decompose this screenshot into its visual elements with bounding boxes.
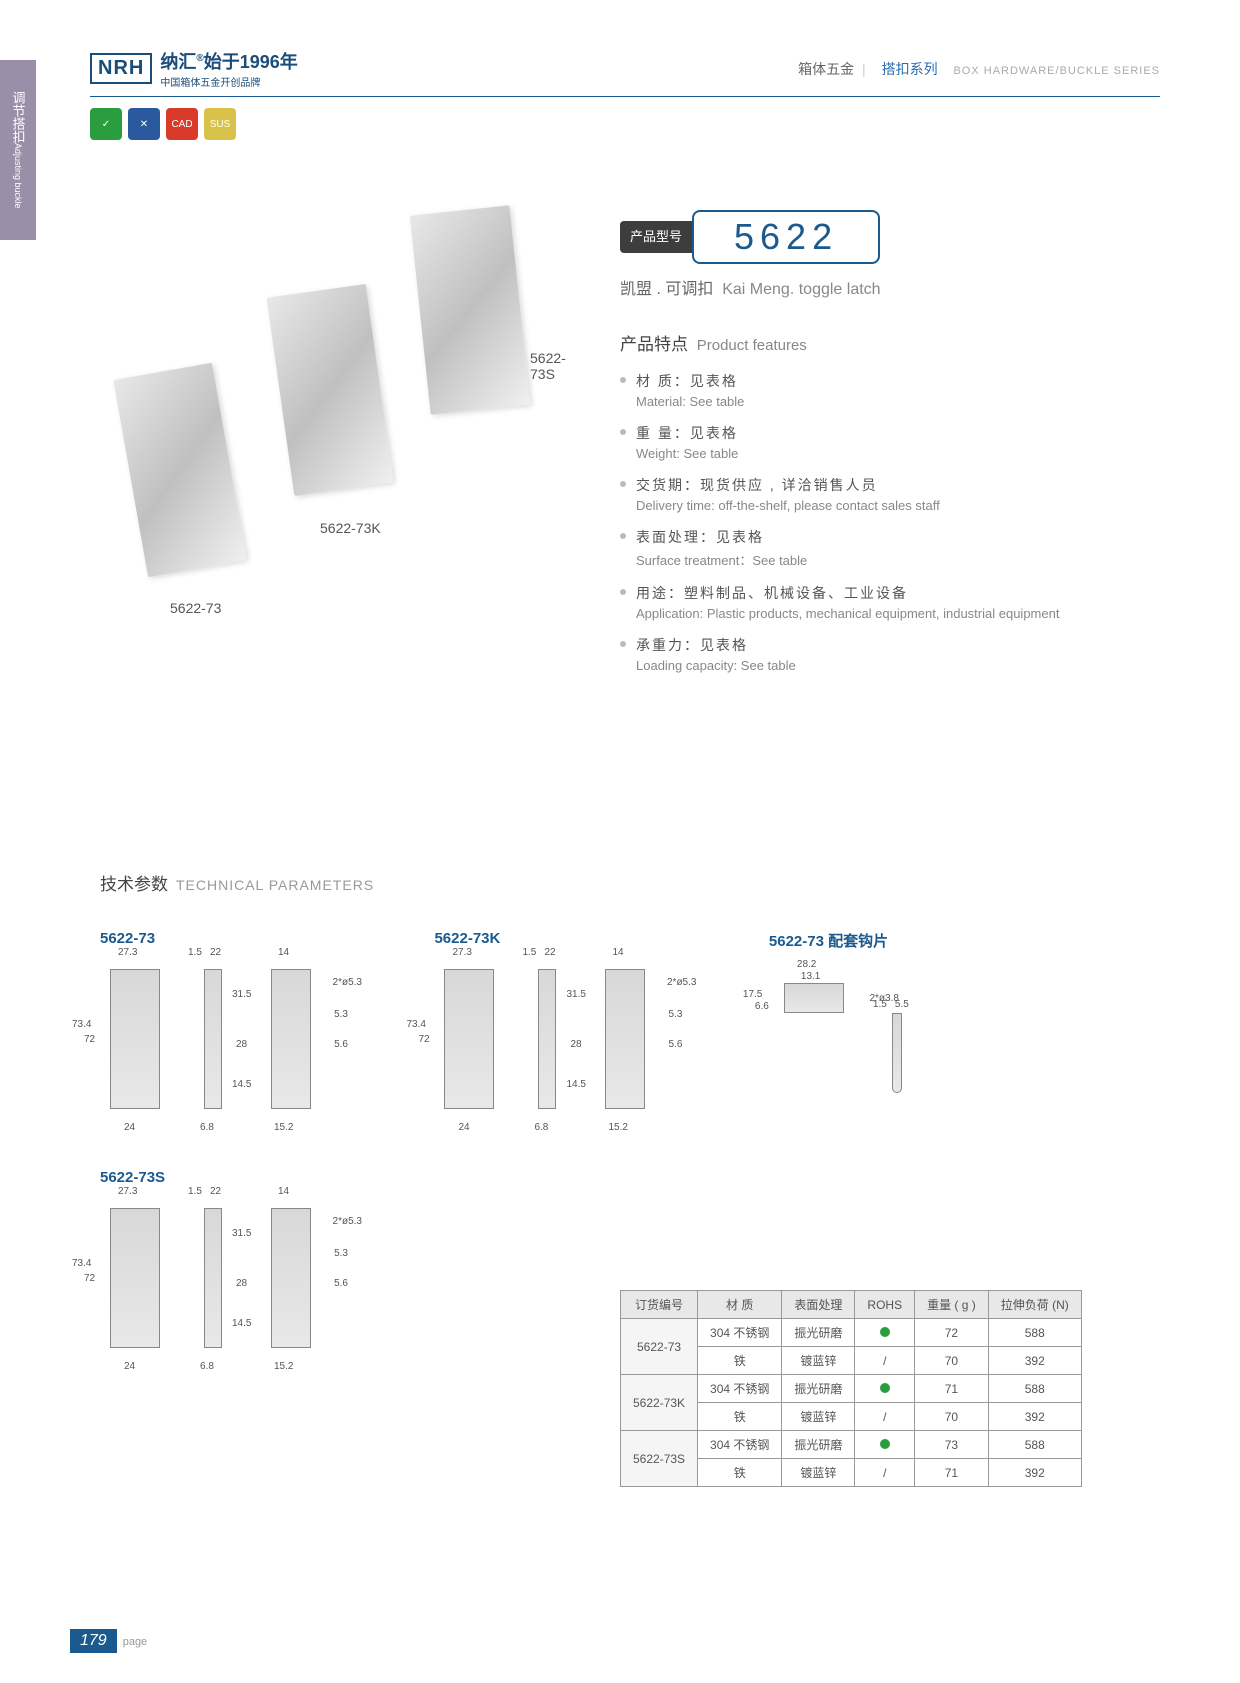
diagram-label-3: 5622-73 配套钩片 bbox=[769, 930, 969, 951]
table-row: 5622-73S304 不锈钢振光研磨73588 bbox=[621, 1431, 1082, 1459]
features-block: 产品特点 Product features 材 质：见表格Material: S… bbox=[620, 330, 1160, 687]
diagram-label-2: 5622-73K bbox=[434, 930, 734, 947]
feature-item: 交货期：现货供应 , 详洽销售人员Delivery time: off-the-… bbox=[620, 475, 1160, 513]
diagram-views-3: 28.2 13.1 17.5 6.6 2*ø3.8 1.5 5.5 bbox=[769, 963, 969, 1113]
table-header: 表面处理 bbox=[782, 1291, 855, 1319]
spec-table: 订货编号材 质表面处理ROHS重量 ( g )拉伸负荷 (N) 5622-733… bbox=[620, 1290, 1082, 1487]
table-row: 5622-73K304 不锈钢振光研磨71588 bbox=[621, 1375, 1082, 1403]
product-image-area: 5622-73 5622-73K 5622-73S bbox=[90, 170, 590, 650]
header-divider bbox=[90, 96, 1160, 97]
features-title: 产品特点 Product features bbox=[620, 330, 1160, 355]
features-list: 材 质：见表格Material: See table 重 量：见表格Weight:… bbox=[620, 371, 1160, 673]
logo-cn: 纳汇®始于1996年 bbox=[160, 48, 297, 74]
table-row: 5622-73304 不锈钢振光研磨72588 bbox=[621, 1319, 1082, 1347]
badge-icon: SUS bbox=[204, 108, 236, 140]
feature-item: 承重力：见表格Loading capacity: See table bbox=[620, 635, 1160, 673]
side-tab-en: Adjusting buckle bbox=[13, 143, 23, 209]
diagram-views-2: 27.3 73.4 72 24 1.5 22 6.8 14 2*ø5.3 31.… bbox=[434, 959, 734, 1119]
badge-row: ✓✕CADSUS bbox=[90, 108, 236, 140]
logo-sub: 中国箱体五金开创品牌 bbox=[160, 74, 297, 89]
table-header: 拉伸负荷 (N) bbox=[988, 1291, 1081, 1319]
product-label-3: 5622-73S bbox=[530, 350, 590, 382]
table-header: 重量 ( g ) bbox=[915, 1291, 989, 1319]
tech-params-title: 技术参数TECHNICAL PARAMETERS bbox=[100, 870, 374, 895]
feature-item: 用途：塑料制品、机械设备、工业设备Application: Plastic pr… bbox=[620, 583, 1160, 621]
product-image-3 bbox=[410, 205, 530, 414]
badge-icon: ✕ bbox=[128, 108, 160, 140]
model-number: 5622 bbox=[692, 210, 880, 264]
badge-icon: ✓ bbox=[90, 108, 122, 140]
feature-item: 重 量：见表格Weight: See table bbox=[620, 423, 1160, 461]
product-image-1 bbox=[113, 363, 246, 577]
table-header: 订货编号 bbox=[621, 1291, 698, 1319]
badge-icon: CAD bbox=[166, 108, 198, 140]
table-header: ROHS bbox=[855, 1291, 915, 1319]
feature-item: 表面处理：见表格Surface treatment：See table bbox=[620, 527, 1160, 569]
model-subtitle: 凯盟 . 可调扣 Kai Meng. toggle latch bbox=[620, 275, 881, 299]
product-label-1: 5622-73 bbox=[170, 600, 221, 616]
logo-brand: NRH bbox=[90, 53, 152, 84]
diagram-label-1: 5622-73 bbox=[100, 930, 400, 947]
table-header: 材 质 bbox=[698, 1291, 782, 1319]
diagram-views-4: 27.3 73.4 72 24 1.5 22 6.8 14 2*ø5.3 31.… bbox=[100, 1198, 400, 1358]
model-block: 产品型号 5622 bbox=[620, 210, 880, 264]
page-number: 179 page bbox=[70, 1629, 147, 1653]
diagram-views-1: 27.3 73.4 72 24 1.5 22 6.8 14 2*ø5.3 31.… bbox=[100, 959, 400, 1119]
logo-block: NRH 纳汇®始于1996年 中国箱体五金开创品牌 bbox=[90, 48, 298, 89]
side-tab: 调节搭扣 Adjusting buckle bbox=[0, 60, 36, 240]
diagram-label-4: 5622-73S bbox=[100, 1169, 400, 1186]
product-image-2 bbox=[267, 284, 394, 496]
model-tag: 产品型号 bbox=[620, 221, 692, 253]
page-header: NRH 纳汇®始于1996年 中国箱体五金开创品牌 箱体五金 | 搭扣系列 BO… bbox=[90, 48, 1160, 89]
side-tab-cn: 调节搭扣 bbox=[9, 91, 28, 143]
feature-item: 材 质：见表格Material: See table bbox=[620, 371, 1160, 409]
product-label-2: 5622-73K bbox=[320, 520, 381, 536]
header-category: 箱体五金 | 搭扣系列 BOX HARDWARE/BUCKLE SERIES bbox=[798, 59, 1160, 79]
